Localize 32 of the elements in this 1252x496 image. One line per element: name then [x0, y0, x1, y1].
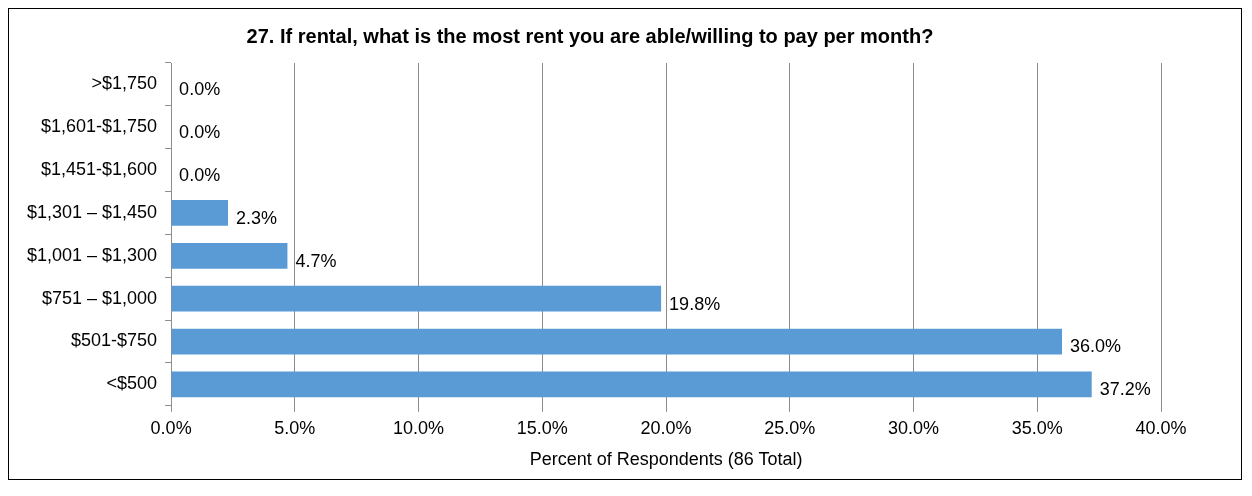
bar [171, 328, 1063, 355]
x-tick-label: 5.0% [274, 417, 316, 438]
data-label: 4.7% [295, 250, 337, 271]
data-label: 19.8% [669, 293, 721, 314]
x-tick-label: 20.0% [640, 417, 692, 438]
y-tick-label: $1,001 – $1,300 [27, 244, 158, 265]
x-tick-label: 15.0% [516, 417, 568, 438]
data-label: 2.3% [236, 207, 278, 228]
x-tick-label: 35.0% [1011, 417, 1063, 438]
y-tick-label: $1,451-$1,600 [41, 159, 158, 180]
bar [171, 371, 1092, 398]
y-tick-label: $1,601-$1,750 [41, 116, 158, 137]
y-tick-label: $751 – $1,000 [42, 287, 158, 308]
data-label: 0.0% [179, 165, 221, 186]
x-axis-title: Percent of Respondents (86 Total) [529, 449, 803, 470]
y-tick-label: $1,301 – $1,450 [27, 201, 158, 222]
x-tick-label: 25.0% [764, 417, 816, 438]
bar [171, 200, 229, 226]
y-tick-label: $501-$750 [71, 330, 158, 351]
chart-title: 27. If rental, what is the most rent you are able/willing to pay per month? [246, 24, 934, 47]
y-tick-label: >$1,750 [91, 73, 158, 94]
data-label: 37.2% [1099, 379, 1151, 400]
x-tick-label: 10.0% [393, 417, 445, 438]
x-tick-label: 30.0% [888, 417, 940, 438]
x-tick-label: 40.0% [1135, 417, 1187, 438]
x-tick-label: 0.0% [150, 417, 192, 438]
bar [171, 285, 662, 312]
data-label: 0.0% [179, 122, 221, 143]
y-tick-label: <$500 [106, 373, 158, 394]
bar [171, 242, 288, 269]
data-label: 0.0% [179, 79, 221, 100]
data-label: 36.0% [1070, 336, 1122, 357]
